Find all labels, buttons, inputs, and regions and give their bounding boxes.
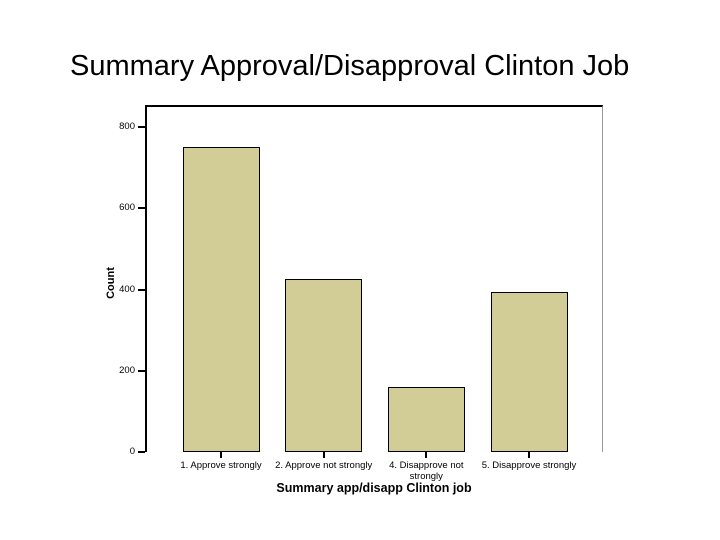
y-tick-label: 600 (119, 202, 135, 214)
x-category-label: 4. Disapprove not strongly (389, 460, 464, 482)
bar-3 (387, 387, 465, 452)
y-tick-mark (138, 207, 145, 210)
bar-4 (490, 291, 568, 452)
x-tick-mark (322, 452, 325, 458)
y-tick-mark (138, 288, 145, 291)
slide-title: Summary Approval/Disapproval Clinton Job (70, 50, 630, 82)
x-tick-mark (220, 452, 222, 458)
bar-2 (285, 279, 363, 452)
y-tick-label: 0 (129, 446, 135, 457)
y-tick-label: 800 (119, 121, 135, 132)
y-tick-label: 400 (119, 283, 135, 295)
x-tick-mark (425, 452, 428, 458)
y-tick-mark (138, 369, 145, 372)
bar-1 (182, 147, 260, 452)
x-axis-title: Summary app/disapp Clinton job (276, 481, 472, 495)
plot-area: 0 200 400 600 800 1. Approve strongly 2. Appro… (119, 105, 603, 482)
y-tick-mark (138, 126, 145, 128)
x-tick-mark (528, 452, 530, 458)
y-tick-mark (138, 451, 145, 453)
y-tick-label: 200 (119, 364, 135, 376)
x-category-label: 1. Approve strongly (180, 460, 262, 471)
x-category-label: 2. Approve not strongly (275, 460, 373, 471)
x-category-label: 5. Disapprove strongly (481, 460, 577, 471)
